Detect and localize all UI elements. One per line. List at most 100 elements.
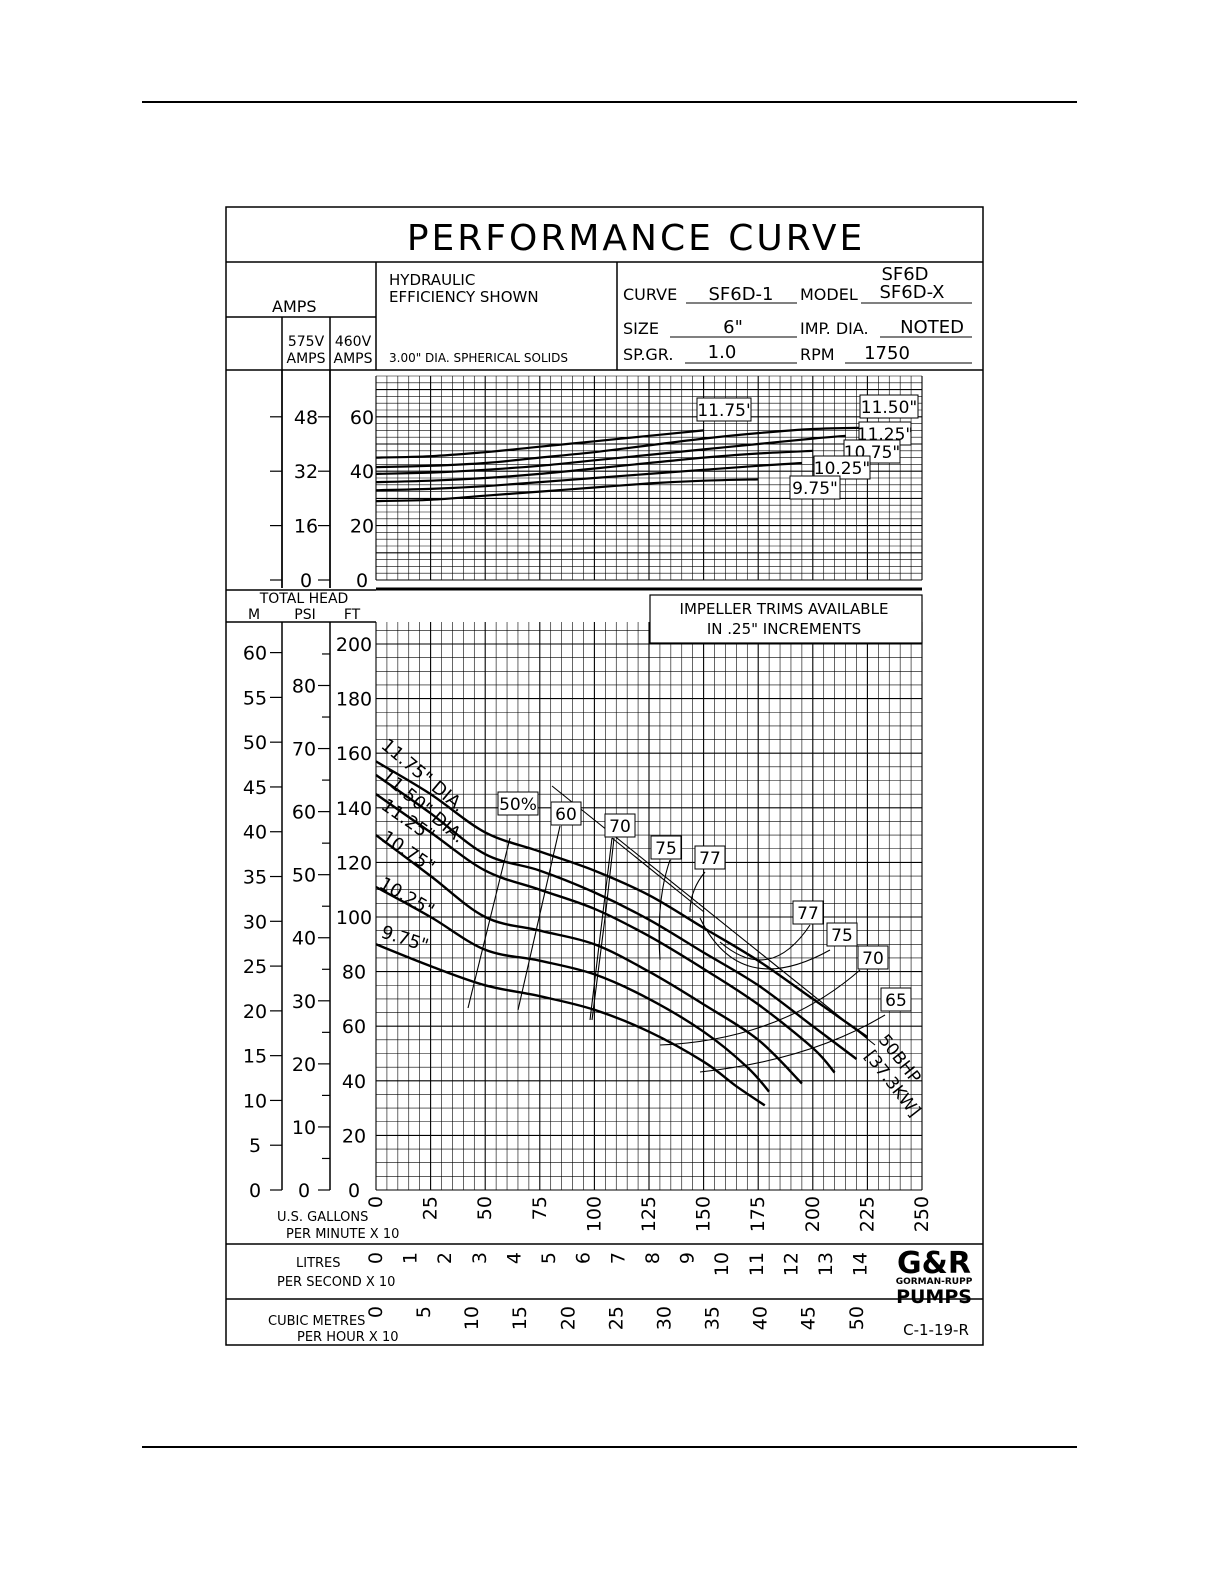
rpm-label: RPM	[800, 345, 835, 364]
curve-label: CURVE	[623, 285, 677, 304]
efficiency-label-box	[880, 987, 912, 1012]
head-curve-3	[375, 834, 803, 1085]
ft-tick-label: 100	[336, 907, 372, 929]
efficiency-line-1	[517, 825, 561, 1011]
hydraulic-label-1: HYDRAULIC	[389, 271, 475, 289]
col575-label-1: 575V	[288, 334, 325, 350]
lps-tick-label: 7	[607, 1252, 629, 1264]
gpm-tick-label: 25	[420, 1196, 442, 1220]
col575-label-2: AMPS	[287, 351, 326, 367]
head-curve-label: 10.25"	[376, 873, 438, 921]
lps-tick-label: 3	[469, 1252, 491, 1264]
efficiency-line-11	[611, 837, 705, 913]
psi-tick-label: 80	[292, 675, 316, 697]
gpm-tick-label: 150	[693, 1196, 715, 1232]
amps-curve-label-box	[789, 475, 841, 500]
m-tick-label: 5	[249, 1135, 261, 1157]
efficiency-label: 60	[555, 805, 577, 825]
gpm-tick-label: 50	[474, 1196, 496, 1220]
head-curve-4	[375, 885, 771, 1093]
efficiency-line-0	[467, 837, 511, 1009]
gpm-tick-label: 200	[802, 1196, 824, 1232]
size-value: 6"	[723, 317, 743, 338]
gpm-tick-label: 75	[529, 1196, 551, 1220]
gpm-tick-label: 100	[583, 1196, 605, 1232]
psi-tick-label: 50	[292, 865, 316, 887]
cmh-tick-label: 30	[653, 1306, 675, 1330]
ft-tick-label: 160	[336, 743, 372, 765]
gpm-tick-label: 225	[856, 1196, 878, 1232]
psi-tick-label: 70	[292, 739, 316, 761]
lps-tick-label: 6	[573, 1252, 595, 1264]
head-curve-0	[375, 760, 869, 1039]
x-axis-titles: U.S. GALLONS PER MINUTE X 10 LITRES PER …	[268, 1210, 399, 1345]
lps-tick-label: 5	[538, 1252, 560, 1264]
ft-tick-label: 140	[336, 798, 372, 820]
efficiency-label: 50%	[499, 795, 537, 815]
lps-tick-label: 9	[677, 1252, 699, 1264]
gpm-tick-label: 0	[365, 1196, 387, 1208]
lps-tick-label: 10	[711, 1252, 733, 1276]
amps-curve-label: 11.50"	[861, 398, 918, 418]
cmh-tick-label: 25	[605, 1306, 627, 1330]
gpm-tick-label: 175	[747, 1196, 769, 1232]
m-label: M	[248, 607, 260, 623]
efficiency-label-box	[694, 845, 726, 870]
head-curve-1	[375, 774, 858, 1060]
gpm-tick-label: 125	[638, 1196, 660, 1232]
ft-tick-label: 20	[342, 1125, 366, 1147]
amps575-tick-label: 0	[300, 570, 312, 592]
note-line-2: IN .25" INCREMENTS	[707, 620, 861, 638]
ft-tick-label: 180	[336, 689, 372, 711]
m-tick-label: 10	[243, 1090, 267, 1112]
efficiency-line-9	[699, 1014, 886, 1073]
lps-label-1: LITRES	[296, 1256, 341, 1271]
gpm-tick-label: 250	[911, 1196, 933, 1232]
efficiency-line-5	[689, 871, 706, 913]
gpm-label-1: U.S. GALLONS	[277, 1210, 368, 1225]
m-tick-label: 15	[243, 1046, 267, 1068]
hydraulic-label-2: EFFICIENCY SHOWN	[389, 288, 539, 306]
ft-tick-label: 40	[342, 1071, 366, 1093]
efficiency-line-6	[719, 924, 811, 961]
chart-frame	[225, 206, 984, 1346]
cmh-label-1: CUBIC METRES	[268, 1314, 365, 1329]
psi-label: PSI	[294, 607, 315, 623]
efficiency-label-box	[826, 922, 858, 947]
m-tick-label: 0	[249, 1180, 261, 1202]
lps-label-2: PER SECOND X 10	[277, 1275, 395, 1290]
efficiency-line-2	[589, 837, 613, 1021]
head-curve-5	[375, 943, 766, 1107]
imp-dia-label: IMP. DIA.	[800, 319, 869, 338]
cmh-tick-label: 50	[846, 1306, 868, 1330]
m-tick-label: 55	[243, 687, 267, 709]
amps460-tick-label: 20	[350, 516, 374, 538]
header-block: AMPS 575V AMPS 460V AMPS HYDRAULIC EFFIC…	[272, 264, 972, 367]
lps-tick-label: 1	[400, 1252, 422, 1264]
lps-tick-label: 12	[780, 1252, 802, 1276]
amps-curve-5	[375, 478, 759, 503]
imp-dia-value: NOTED	[900, 317, 964, 338]
m-tick-label: 50	[243, 732, 267, 754]
ft-tick-label: 60	[342, 1016, 366, 1038]
amps-curve-label: 11.75'	[697, 401, 750, 421]
col460-label-2: AMPS	[334, 351, 373, 367]
cmh-label-2: PER HOUR X 10	[297, 1330, 399, 1345]
size-label: SIZE	[623, 319, 659, 338]
m-tick-label: 20	[243, 1001, 267, 1023]
chart-grid	[375, 375, 923, 1191]
m-tick-label: 40	[243, 822, 267, 844]
efficiency-label-box	[792, 900, 824, 925]
efficiency-label: 75	[655, 839, 677, 859]
efficiency-label: 70	[609, 817, 631, 837]
rpm-value: 1750	[864, 343, 910, 364]
brand-line-1: GORMAN-RUPP	[896, 1277, 973, 1287]
amps-curve-4	[375, 461, 802, 492]
amps-curve-3	[375, 449, 813, 484]
lps-tick-label: 8	[642, 1252, 664, 1264]
head-curve-2	[375, 793, 836, 1074]
m-tick-label: 30	[243, 911, 267, 933]
efficiency-line-3	[591, 837, 615, 1021]
amps-curve-2	[375, 434, 846, 475]
